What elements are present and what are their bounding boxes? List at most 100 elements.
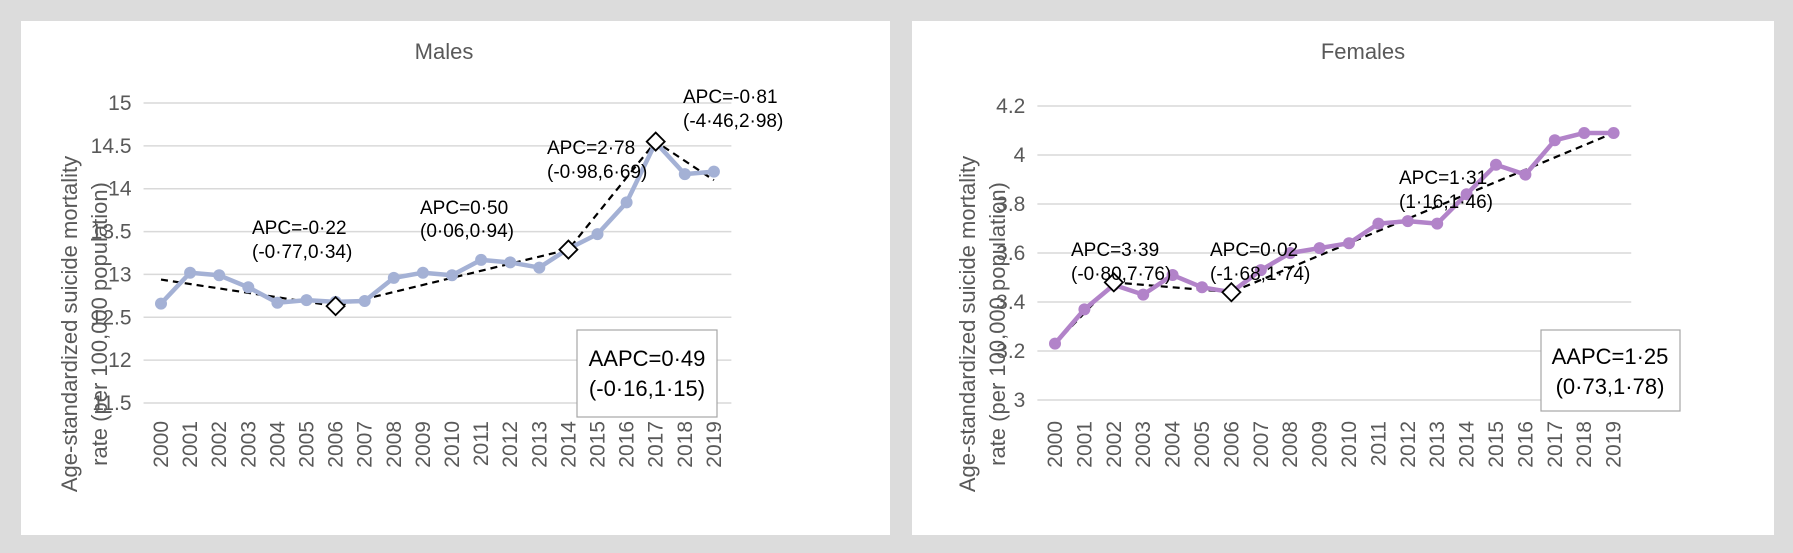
x-tick-label: 2012 <box>499 421 522 468</box>
x-tick-label: 2007 <box>1250 421 1273 468</box>
data-point <box>155 297 167 310</box>
x-tick-label: 2010 <box>441 421 464 468</box>
y-tick-label: 3.6 <box>996 242 1025 265</box>
apc-annotation-4: APC=-0·81 (-4·46,2·98) <box>683 87 783 132</box>
x-tick-label: 2008 <box>1279 421 1302 468</box>
apc-annotation-3: APC=2·78 (-0·98,6·69) <box>547 138 647 183</box>
chart-title: Females <box>1321 39 1405 64</box>
y-tick-label: 11.5 <box>92 392 131 415</box>
y-tick-label: 12 <box>108 349 131 372</box>
data-point <box>1313 242 1326 255</box>
x-tick-label: 2009 <box>1309 421 1332 468</box>
data-point <box>1284 247 1297 259</box>
x-tick-label: 2016 <box>616 421 639 468</box>
apc-annotation-line: (-4·46,2·98) <box>683 111 783 132</box>
data-point <box>1166 269 1179 282</box>
data-point <box>678 168 691 181</box>
x-tick-label: 2004 <box>1162 421 1185 468</box>
data-line <box>1053 130 1614 346</box>
apc-annotation-line: (-0·98,6·69) <box>547 162 647 183</box>
joinpoint-marker <box>1221 281 1242 303</box>
x-tick-label: 2003 <box>237 421 260 468</box>
males-chart-panel: Males Age-standardized suicide mortality… <box>21 21 890 535</box>
x-tick-label: 2005 <box>1191 421 1214 468</box>
x-tick-label: 2017 <box>645 421 668 468</box>
x-tick-label: 2004 <box>266 421 289 468</box>
data-point <box>446 269 458 282</box>
data-point <box>358 295 371 307</box>
data-point <box>1343 237 1355 250</box>
x-tick-label: 2014 <box>1456 421 1479 468</box>
y-axis-label-line-1: Age-standardized suicide mortality <box>57 156 82 492</box>
data-point <box>387 271 400 284</box>
x-tick-label: 2015 <box>1485 421 1508 468</box>
apc-annotation-line: APC=0·50 <box>420 198 508 219</box>
y-axis-label-line-2: rate (per 100,000 population) <box>87 182 112 466</box>
x-tick-label: 2003 <box>1132 421 1155 468</box>
y-axis-label: Age-standardized suicide mortality rate … <box>955 156 1010 492</box>
y-axis-label-line-1: Age-standardized suicide mortality <box>955 156 980 492</box>
x-tick-label: 2012 <box>1397 421 1420 468</box>
x-tick-label: 2000 <box>150 421 173 468</box>
data-point <box>504 256 517 269</box>
y-tick-label: 13 <box>108 263 131 286</box>
x-tick-label: 2013 <box>528 421 551 468</box>
data-point <box>213 269 226 282</box>
data-point <box>1490 158 1502 171</box>
x-tick-label: 2019 <box>1603 421 1626 468</box>
y-tick-label: 3 <box>1014 389 1026 412</box>
x-tick-label: 2011 <box>1367 421 1390 466</box>
chart-title: Males <box>415 39 474 64</box>
aapc-ci-line: (0·73,1·78) <box>1556 374 1665 399</box>
apc-annotation-3: APC=1·31 (1·16,1·46) <box>1399 168 1493 213</box>
x-tick-label: 2006 <box>1220 421 1243 468</box>
y-tick-label: 14.5 <box>91 135 132 158</box>
data-point <box>1372 217 1385 230</box>
data-point <box>1548 134 1561 147</box>
data-point <box>271 296 284 309</box>
apc-annotation-line: APC=-0·22 <box>252 218 347 239</box>
y-tick-label: 3.4 <box>996 291 1026 314</box>
data-point <box>533 261 546 274</box>
x-tick-label: 2001 <box>179 421 202 468</box>
data-point <box>591 228 604 241</box>
x-tick-label: 2008 <box>383 421 406 468</box>
y-tick-label: 4.2 <box>996 95 1025 118</box>
apc-annotation-1: APC=-0·22 (-0·77,0·34) <box>252 218 352 263</box>
joinpoint-marker <box>558 239 579 260</box>
y-tick-label: 4 <box>1014 144 1026 167</box>
data-point <box>300 294 313 307</box>
apc-annotation-line: (1·16,1·46) <box>1399 192 1493 213</box>
aapc-summary-box: AAPC=1·25 (0·73,1·78) <box>1540 329 1681 412</box>
x-tick-label: 2017 <box>1544 421 1567 468</box>
x-tick-label: 2001 <box>1073 421 1096 468</box>
aapc-ci-line: (-0·16,1·15) <box>589 376 705 401</box>
apc-annotation-2: APC=0·50 (0·06,0·94) <box>420 198 514 242</box>
joinpoint-marker <box>645 131 666 152</box>
x-tick-label: 2014 <box>557 421 580 468</box>
x-tick-label: 2013 <box>1426 421 1449 468</box>
aapc-line: AAPC=1·25 <box>1552 344 1669 369</box>
apc-annotation-line: (-0·77,0·34) <box>252 242 352 263</box>
x-tick-label: 2016 <box>1514 421 1537 468</box>
y-tick-label: 13.5 <box>91 221 132 244</box>
apc-annotation-line: APC=2·78 <box>547 138 635 159</box>
data-point <box>1519 168 1532 181</box>
x-tick-label: 2002 <box>208 421 231 468</box>
x-tick-label: 2009 <box>412 421 435 468</box>
x-tick-label: 2019 <box>703 421 726 468</box>
x-tick-label: 2018 <box>1573 421 1596 468</box>
aapc-summary-box: AAPC=0·49 (-0·16,1·15) <box>576 329 718 418</box>
apc-annotation-line: (-0·80,7·76) <box>1071 264 1171 285</box>
y-tick-label: 3.2 <box>996 340 1025 363</box>
females-chart-panel: Females Age-standardized suicide mortali… <box>912 21 1774 535</box>
data-point <box>1049 337 1061 350</box>
data-point <box>1401 215 1414 228</box>
data-point <box>184 266 197 279</box>
x-tick-label: 2015 <box>587 421 610 468</box>
y-tick-label: 15 <box>108 92 131 115</box>
x-tick-label: 2007 <box>354 421 377 468</box>
data-point <box>1607 126 1620 139</box>
apc-annotation-line: APC=3·39 <box>1071 240 1159 261</box>
apc-annotation-line: APC=0·02 <box>1210 240 1298 261</box>
